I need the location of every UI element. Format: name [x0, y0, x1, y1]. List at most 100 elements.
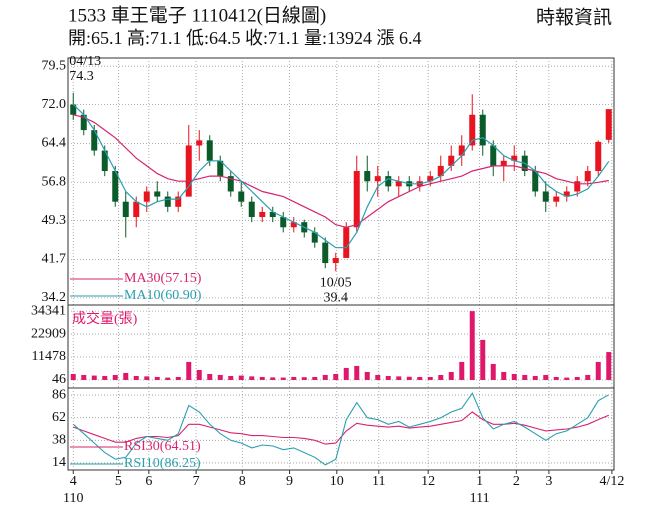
- volume-bar: [543, 374, 549, 380]
- volume-bar: [270, 377, 276, 380]
- volume-bar: [501, 371, 507, 380]
- volume-bar: [123, 372, 129, 380]
- candle-body: [133, 201, 140, 218]
- candle-body: [311, 232, 318, 243]
- legend-label: RSI10(86.25): [124, 456, 201, 471]
- candle-body: [332, 257, 339, 264]
- candle-body: [542, 191, 549, 202]
- x-tick-label: 4: [70, 474, 77, 489]
- volume-bar: [343, 367, 349, 380]
- candle-body: [427, 176, 434, 182]
- volume-bar: [469, 311, 475, 380]
- y-tick-label: 41.7: [42, 252, 67, 267]
- volume-bar: [522, 374, 528, 380]
- y-tick-label: 86: [52, 387, 66, 402]
- legend-label: RSI30(64.51): [124, 439, 201, 454]
- candle-body: [280, 217, 287, 228]
- x-tick-label: 8: [239, 474, 246, 489]
- volume-bar: [291, 376, 297, 380]
- volume-bar: [532, 375, 538, 380]
- volume-bar: [81, 374, 87, 380]
- ma-line: [72, 104, 610, 249]
- candle-body: [448, 155, 455, 166]
- volume-bar: [70, 373, 76, 380]
- candle-body: [563, 191, 570, 197]
- volume-bar: [448, 371, 454, 380]
- source: 時報資訊: [536, 6, 612, 28]
- candle-body: [574, 181, 581, 192]
- candle-body: [322, 242, 329, 264]
- candle-body: [395, 181, 402, 187]
- candle-body: [479, 114, 486, 146]
- panel-frame: [67, 57, 615, 306]
- annotation-label: 04/13: [69, 54, 101, 69]
- candle-body: [227, 176, 234, 192]
- candle-body: [469, 114, 476, 146]
- candle-body: [374, 176, 381, 182]
- x-tick-label: 1: [476, 474, 483, 489]
- volume-bar: [312, 376, 318, 380]
- volume-bar: [259, 376, 265, 380]
- x-tick-label: 4/12: [599, 474, 624, 489]
- volume-bar: [364, 371, 370, 380]
- x-tick-label: 10: [330, 474, 344, 489]
- annotation-value: 39.4: [324, 290, 349, 305]
- candle-body: [154, 191, 161, 197]
- candle-body: [217, 160, 224, 177]
- y-tick-label: 79.5: [42, 58, 67, 73]
- x-tick-label: 12: [421, 474, 435, 489]
- volume-bar: [217, 374, 223, 380]
- candle-body: [122, 201, 129, 218]
- candle-body: [595, 141, 602, 172]
- y-tick-label: 46: [52, 372, 66, 387]
- candle-body: [343, 227, 350, 258]
- volume-bar: [102, 375, 108, 380]
- volume-bar: [175, 376, 181, 380]
- subtitle: 開:65.1 高:71.1 低:64.5 收:71.1 量:13924 漲 6.…: [68, 28, 422, 48]
- volume-bar: [354, 365, 360, 380]
- candle-body: [511, 155, 518, 161]
- candle-body: [458, 145, 465, 156]
- candle-body: [353, 171, 360, 228]
- volume-bar: [385, 375, 391, 380]
- volume-bar: [333, 373, 339, 380]
- legend-label: MA30(57.15): [124, 271, 202, 286]
- candle-body: [196, 140, 203, 146]
- volume-bar: [585, 374, 591, 380]
- volume-bar: [564, 377, 570, 380]
- candle-body: [185, 145, 192, 197]
- volume-bar: [553, 376, 559, 380]
- volume-bar: [301, 377, 307, 380]
- volume-bar: [238, 375, 244, 380]
- y-tick-label: 34.2: [42, 290, 67, 305]
- volume-bar: [207, 373, 213, 380]
- volume-bar: [417, 376, 423, 380]
- y-tick-label: 11478: [32, 349, 66, 364]
- volume-bar: [112, 374, 118, 380]
- volume-bar: [438, 374, 444, 380]
- candle-body: [91, 130, 98, 151]
- volume-bar: [280, 377, 286, 380]
- candle-body: [553, 196, 560, 202]
- candle-body: [175, 196, 182, 207]
- candle-body: [290, 222, 297, 228]
- candle-body: [532, 171, 539, 192]
- candle-body: [206, 140, 213, 161]
- annotation-value: 74.3: [69, 69, 94, 84]
- candle-body: [269, 211, 276, 218]
- volume-bar: [406, 376, 412, 380]
- volume-bar: [606, 352, 612, 380]
- candle-body: [259, 211, 266, 218]
- x-tick-label: 9: [286, 474, 293, 489]
- volume-bar: [322, 374, 328, 380]
- x-tick-label: 7: [193, 474, 200, 489]
- x-tick-label: 3: [545, 474, 552, 489]
- chart-title: 1533 車王電子 1110412(日線圖): [68, 4, 326, 26]
- panel-frame: [67, 304, 615, 389]
- candle-body: [437, 165, 444, 177]
- candle-body: [584, 171, 591, 182]
- volume-bar: [165, 377, 171, 380]
- legend-label: MA10(60.90): [124, 288, 202, 303]
- volume-bar: [375, 374, 381, 380]
